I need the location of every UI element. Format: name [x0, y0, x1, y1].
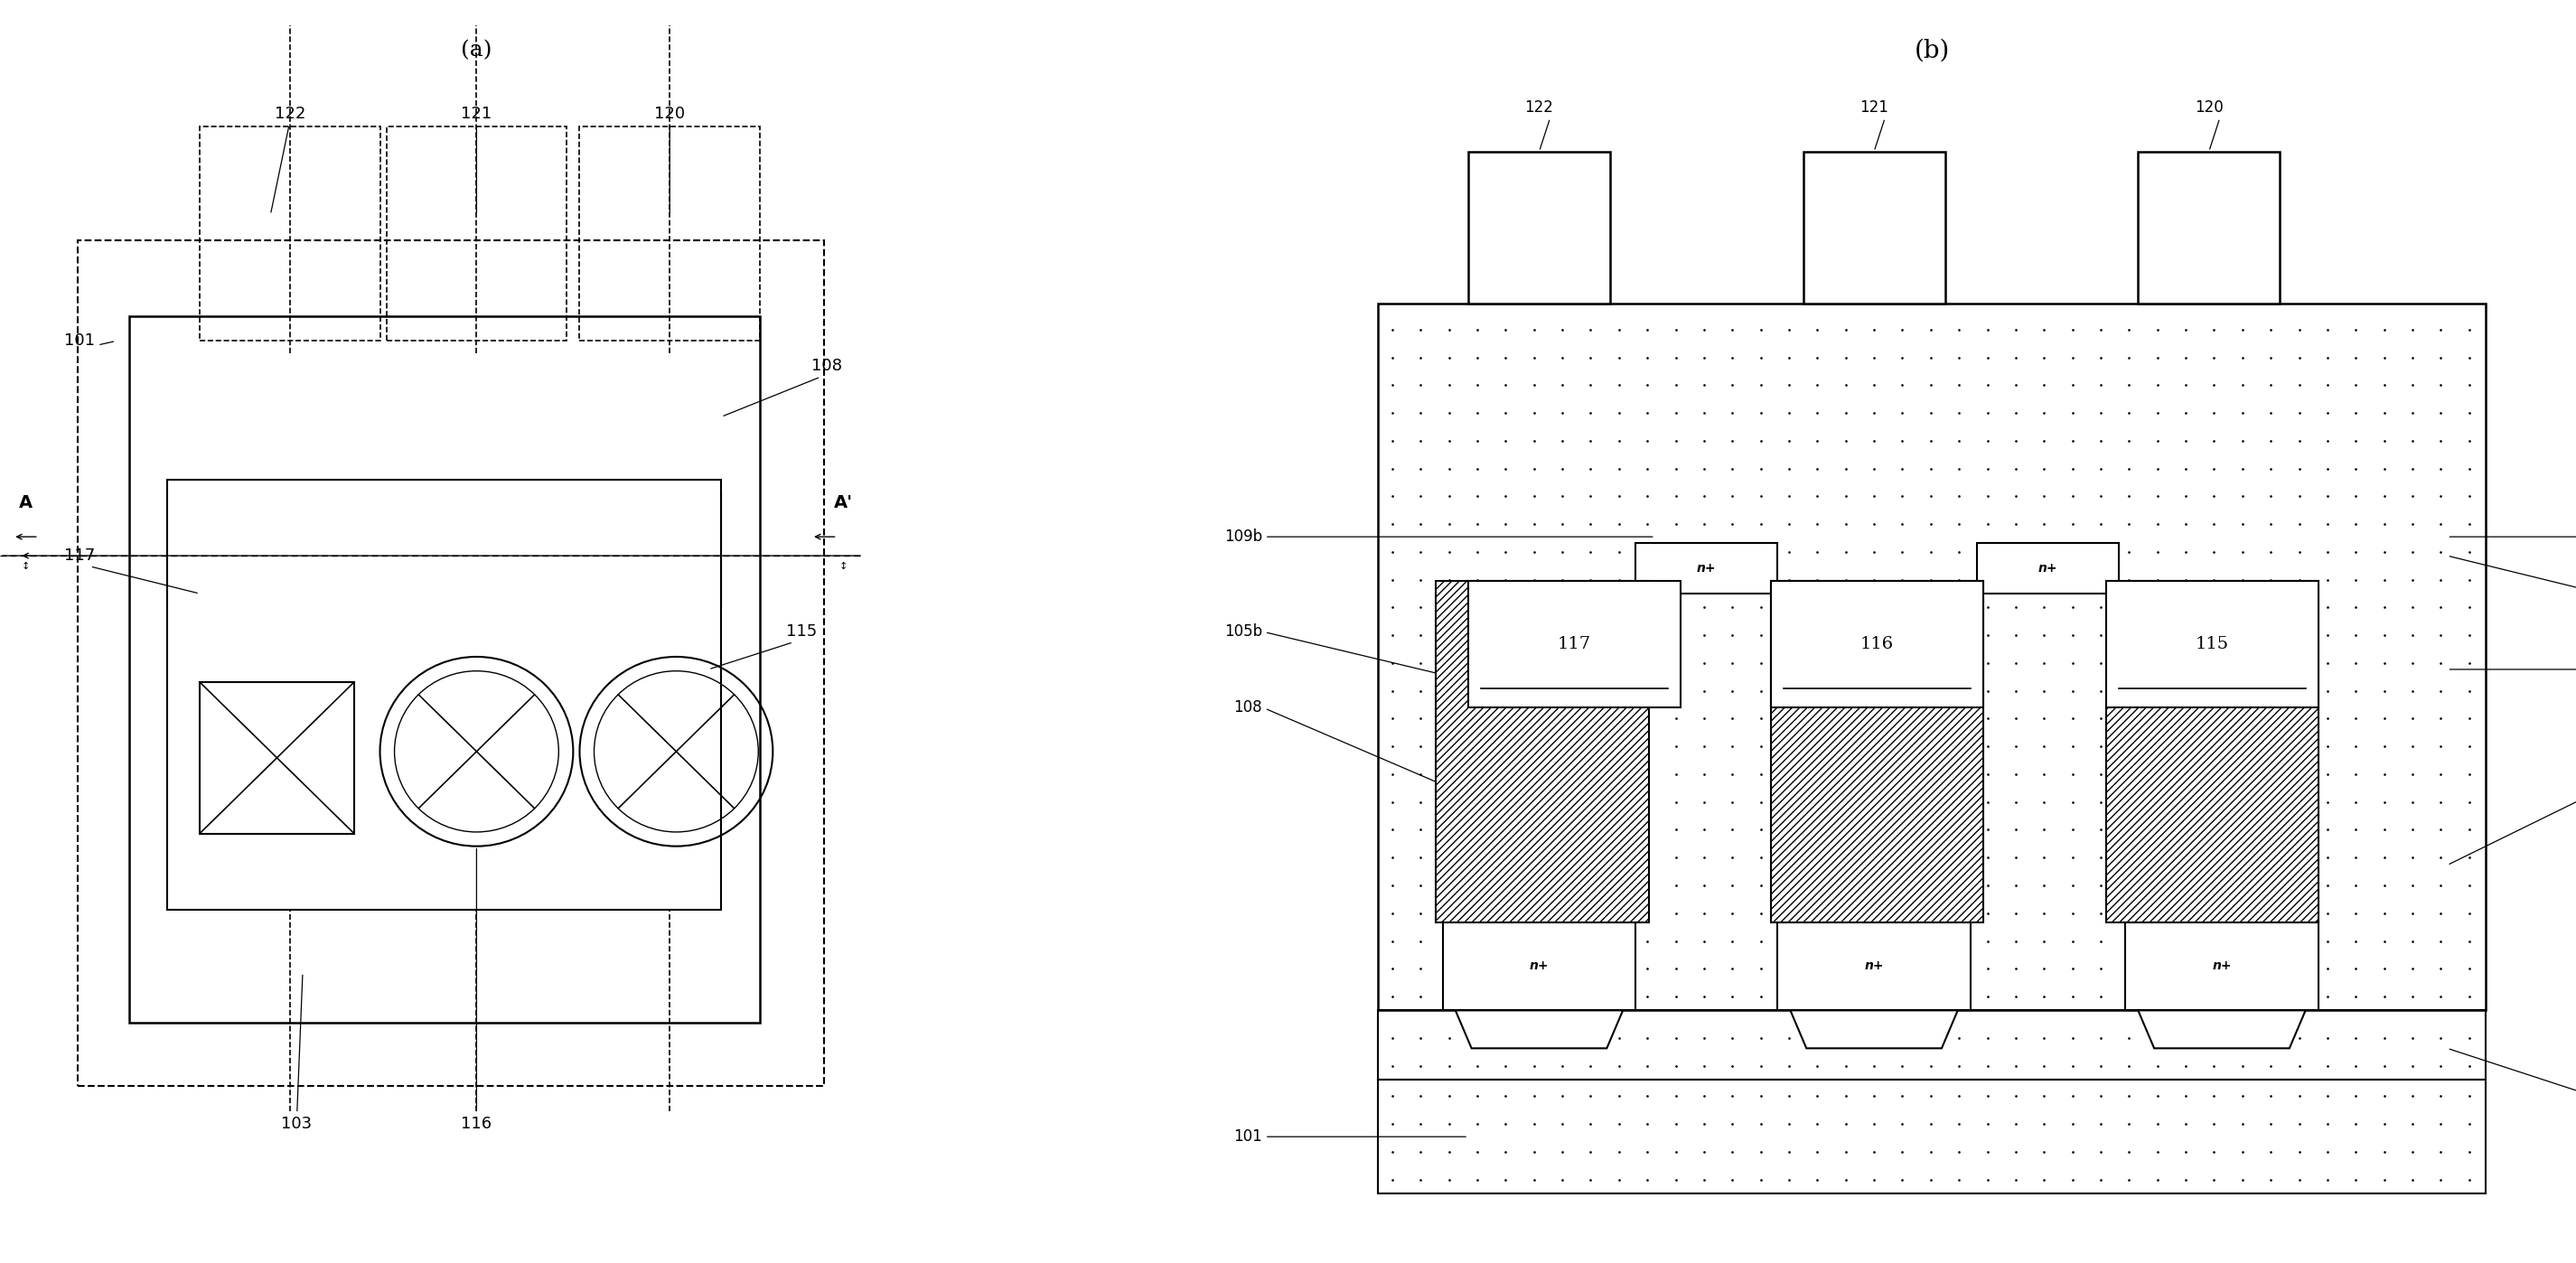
Bar — [2107, 581, 2318, 922]
Text: 108: 108 — [1234, 700, 1466, 794]
Text: ↕: ↕ — [21, 562, 31, 571]
Text: 102: 102 — [2450, 1050, 2576, 1106]
Bar — [167, 480, 721, 909]
Bar — [167, 493, 721, 606]
Text: 120: 120 — [654, 106, 685, 212]
Bar — [2138, 152, 2280, 303]
Text: 115: 115 — [2195, 637, 2228, 652]
Bar — [386, 126, 567, 341]
Text: 116: 116 — [461, 849, 492, 1132]
Bar — [2125, 922, 2318, 1010]
Bar — [1378, 1080, 2486, 1194]
Bar — [1636, 543, 1777, 594]
Text: 122: 122 — [270, 106, 307, 212]
Text: n+: n+ — [1698, 562, 1716, 575]
Text: n+: n+ — [1530, 960, 1548, 973]
Bar — [1777, 922, 1971, 1010]
Bar — [198, 682, 355, 834]
Text: n+: n+ — [1865, 960, 1883, 973]
Text: n+: n+ — [2213, 960, 2231, 973]
Text: 105b: 105b — [1224, 624, 1525, 695]
Text: 121: 121 — [461, 106, 492, 212]
Text: A': A' — [835, 494, 853, 512]
Bar — [1378, 1010, 2486, 1080]
Polygon shape — [2138, 1010, 2306, 1048]
Text: ↕: ↕ — [840, 562, 848, 571]
Bar — [1435, 581, 1649, 922]
Text: 116: 116 — [1860, 637, 1893, 652]
Text: 109b: 109b — [1224, 529, 1654, 544]
Text: 103: 103 — [2450, 782, 2576, 864]
Bar — [580, 126, 760, 341]
Bar — [1378, 303, 2486, 1010]
Text: 117: 117 — [64, 548, 198, 594]
Bar — [198, 126, 381, 341]
Bar — [1378, 1010, 2486, 1080]
Bar — [1772, 581, 1984, 922]
Bar — [1378, 1080, 2486, 1194]
Text: 108: 108 — [724, 359, 842, 416]
Polygon shape — [1790, 1010, 1958, 1048]
Bar — [1803, 152, 1945, 303]
Text: 115: 115 — [711, 624, 817, 668]
Bar — [77, 240, 824, 1086]
Text: 101: 101 — [64, 333, 113, 349]
Text: 105a: 105a — [2450, 662, 2576, 677]
Bar — [1468, 581, 1680, 707]
Bar — [129, 316, 760, 1023]
Text: 109a: 109a — [2450, 529, 2576, 544]
Bar — [1378, 303, 2486, 1010]
Bar — [1978, 543, 2117, 594]
Polygon shape — [1455, 1010, 1623, 1048]
Bar — [2107, 581, 2318, 707]
Text: 122: 122 — [1525, 100, 1553, 149]
Bar — [1443, 922, 1636, 1010]
Text: 121: 121 — [1860, 100, 1888, 149]
Text: A: A — [18, 494, 33, 512]
Bar — [1772, 581, 1984, 707]
Text: 120: 120 — [2195, 100, 2223, 149]
Text: 103: 103 — [281, 975, 312, 1132]
Text: (b): (b) — [1914, 38, 1950, 63]
Text: 117: 117 — [1558, 637, 1592, 652]
Bar — [1468, 152, 1610, 303]
Text: n+: n+ — [2038, 562, 2058, 575]
Text: 107: 107 — [2450, 556, 2576, 601]
Text: 101: 101 — [1234, 1129, 1466, 1144]
Text: (a): (a) — [461, 40, 492, 61]
